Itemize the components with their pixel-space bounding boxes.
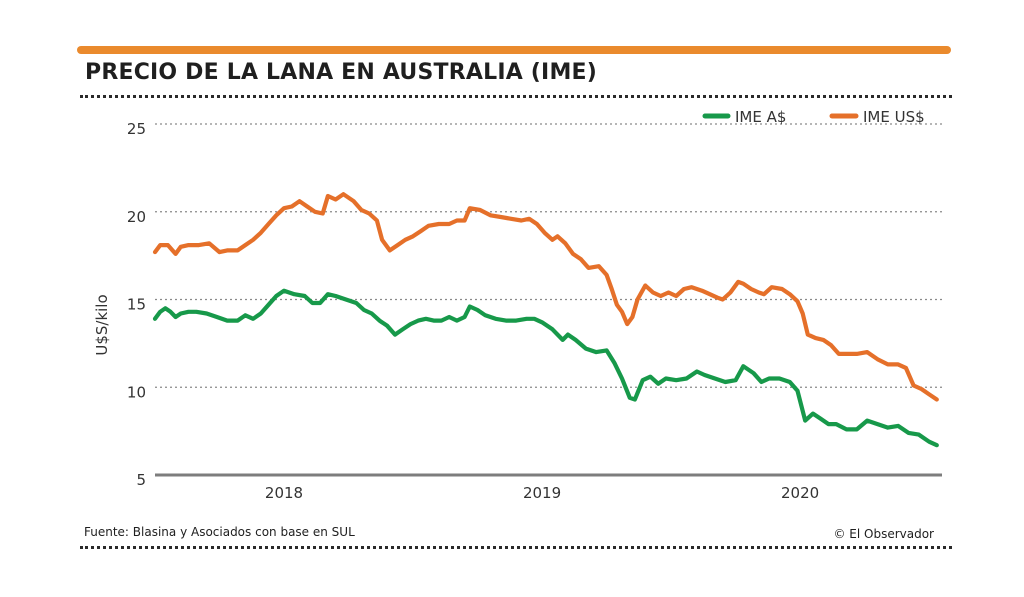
x-tick-label: 2018 [265, 484, 303, 502]
grid-lines [155, 123, 942, 388]
series-line-ime-us [152, 192, 939, 402]
y-tick-label: 25 [127, 120, 146, 138]
x-tick-label: 2020 [781, 484, 819, 502]
y-tick-label: 5 [136, 471, 146, 489]
y-tick-label: 15 [127, 296, 146, 314]
y-axis-title: U$S/kilo [93, 294, 111, 355]
source-note: Fuente: Blasina y Asociados con base en … [84, 525, 355, 539]
accent-bar [77, 46, 951, 54]
y-axis-ticks: 25 20 15 10 5 [127, 120, 146, 489]
legend-label-ime-a: IME A$ [735, 108, 786, 126]
legend: IME A$ IME US$ [702, 108, 925, 126]
legend-label-ime-us: IME US$ [863, 108, 925, 126]
chart-title: PRECIO DE LA LANA EN AUSTRALIA (IME) [85, 60, 598, 85]
series-line-ime-a [152, 288, 939, 448]
title-divider [80, 95, 952, 98]
x-axis-ticks: 2018 2019 2020 [265, 484, 819, 502]
series-lines [152, 192, 939, 448]
footer-divider [80, 546, 952, 549]
x-tick-label: 2019 [523, 484, 561, 502]
y-tick-label: 20 [127, 208, 146, 226]
y-tick-label: 10 [127, 383, 146, 401]
credit-note: © El Observador [833, 527, 934, 541]
